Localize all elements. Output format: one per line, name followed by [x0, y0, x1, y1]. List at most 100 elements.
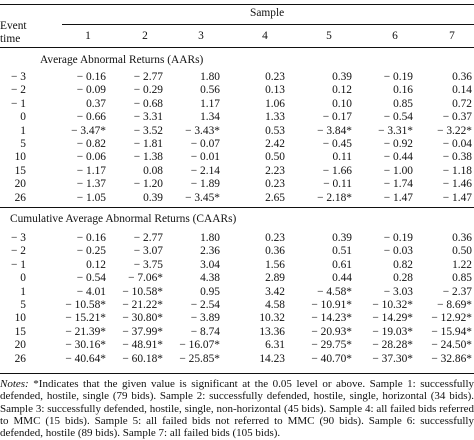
value-cell: − 0.07: [190, 138, 220, 150]
value-cell: − 40.64*: [65, 352, 106, 365]
column-header-2: 2: [142, 30, 148, 42]
value-cell: − 21.22*: [122, 299, 163, 311]
column-header-7: 7: [449, 30, 455, 42]
value-cell: − 0.19: [383, 71, 413, 83]
table-row: − 3 − 0.16 − 2.77 1.80 0.23 0.39 − 0.19 0.36: [0, 232, 474, 246]
event-time-cell: − 3: [11, 232, 26, 244]
event-time-cell: 15: [14, 164, 26, 177]
value-cell: − 60.18*: [122, 352, 163, 365]
table-row: − 2 − 0.09 − 0.29 0.56 0.13 0.12 0.16 0.14: [0, 84, 474, 98]
value-cell: − 14.29*: [372, 312, 413, 325]
value-cell: − 3.31*: [378, 124, 413, 137]
value-cell: − 8.69*: [437, 299, 472, 311]
value-cell: − 0.38: [442, 151, 472, 164]
value-cell: 1.17: [200, 97, 220, 110]
value-cell: − 0.44: [383, 151, 413, 164]
value-cell: − 1.00: [383, 164, 413, 177]
event-time-cell: 10: [14, 312, 26, 325]
table-row: − 2 − 0.25 − 3.07 2.36 0.36 0.51 − 0.03 0.50: [0, 245, 474, 259]
column-header-6: 6: [392, 30, 398, 42]
value-cell: − 14.23*: [311, 312, 352, 325]
table-row: 0 − 0.66 − 3.31 1.34 1.33 − 0.17 − 0.54 − 0.37: [0, 111, 474, 125]
value-cell: 1.34: [200, 111, 220, 124]
value-cell: − 0.37: [442, 111, 472, 124]
value-cell: − 37.99*: [122, 325, 163, 338]
value-cell: − 21.39*: [65, 325, 106, 338]
value-cell: − 19.03*: [372, 325, 413, 338]
value-cell: − 48.91*: [122, 339, 163, 352]
event-time-cell: − 3: [11, 71, 26, 83]
event-time-cell: 10: [14, 151, 26, 164]
value-cell: 0.85: [393, 97, 413, 110]
table-row: 20 − 30.16* − 48.91* − 16.07* 6.31 − 29.75* − …: [0, 339, 474, 353]
value-cell: 0.28: [393, 272, 413, 285]
value-cell: 14.23: [259, 352, 285, 365]
table-row: 15 − 21.39* − 37.99* − 8.74 13.36 − 20.93* − 1…: [0, 325, 474, 340]
value-cell: 0.85: [452, 272, 472, 285]
value-cell: − 10.91*: [311, 299, 352, 311]
event-time-cell: 26: [14, 352, 26, 365]
value-cell: − 10.58*: [65, 299, 106, 311]
value-cell: 2.89: [265, 272, 285, 285]
value-cell: − 2.77: [133, 71, 163, 83]
value-cell: − 30.80*: [122, 312, 163, 325]
value-cell: − 0.54: [383, 111, 413, 124]
event-time-cell: 0: [20, 111, 26, 124]
value-cell: − 1.18: [442, 164, 472, 177]
event-time-cell: 20: [14, 178, 26, 191]
value-cell: 0.72: [452, 97, 472, 110]
value-cell: − 0.11: [323, 178, 352, 191]
value-cell: 3.04: [200, 258, 220, 271]
value-cell: 0.51: [332, 245, 352, 258]
value-cell: 0.11: [332, 151, 352, 164]
value-cell: 0.39: [332, 71, 352, 83]
event-time-cell: 0: [20, 272, 26, 285]
value-cell: 0.82: [393, 258, 413, 271]
table-row: 26 − 40.64* − 60.18* − 25.85* 14.23 − 40.70* −…: [0, 352, 474, 367]
value-cell: − 10.32*: [372, 299, 413, 311]
value-cell: 0.23: [265, 71, 285, 83]
value-cell: 2.36: [200, 245, 220, 258]
value-cell: − 37.30*: [372, 352, 413, 365]
value-cell: − 0.68: [133, 97, 163, 110]
value-cell: − 3.03: [383, 285, 413, 298]
value-cell: 0.08: [143, 164, 163, 177]
column-header-3: 3: [198, 30, 204, 42]
value-cell: − 10.58*: [122, 285, 163, 298]
value-cell: − 15.94*: [431, 325, 472, 338]
value-cell: 0.50: [265, 151, 285, 164]
value-cell: − 0.06: [76, 151, 106, 164]
value-cell: 0.36: [265, 245, 285, 258]
value-cell: − 0.66: [76, 111, 106, 124]
value-cell: 0.23: [265, 232, 285, 244]
table-row: 15 − 1.17 0.08 − 2.14 2.23 − 1.66 − 1.00 − 1.18: [0, 164, 474, 179]
value-cell: 0.36: [452, 232, 472, 244]
value-cell: − 3.43*: [185, 124, 220, 137]
value-cell: − 1.38: [133, 151, 163, 164]
value-cell: 2.65: [265, 191, 285, 204]
value-cell: − 3.52: [133, 124, 163, 137]
value-cell: − 2.14: [190, 164, 220, 177]
value-cell: 4.58: [265, 299, 285, 311]
value-cell: − 3.47*: [71, 124, 106, 137]
notes-label: Notes:: [0, 378, 29, 390]
value-cell: − 0.16: [76, 71, 106, 83]
value-cell: − 0.29: [133, 84, 163, 97]
value-cell: 13.36: [259, 325, 285, 338]
value-cell: − 3.75: [133, 258, 163, 271]
value-cell: − 2.77: [133, 232, 163, 244]
value-cell: − 24.50*: [431, 339, 472, 352]
table-row: − 1 0.12 − 3.75 3.04 1.56 0.61 0.82 1.22: [0, 258, 474, 273]
value-cell: − 0.17: [322, 111, 352, 124]
value-cell: 2.23: [265, 164, 285, 177]
event-time-cell: 20: [14, 339, 26, 352]
value-cell: − 4.58*: [317, 285, 352, 298]
value-cell: 1.33: [265, 111, 285, 124]
value-cell: 0.61: [332, 258, 352, 271]
value-cell: 1.22: [452, 258, 472, 271]
table-row: 0 − 0.54 − 7.06* 4.38 2.89 0.44 0.28 0.85: [0, 272, 474, 286]
value-cell: − 3.84*: [317, 124, 352, 137]
event-time-cell: 26: [14, 191, 26, 204]
value-cell: − 2.37: [442, 285, 472, 298]
value-cell: − 0.92: [383, 138, 413, 150]
